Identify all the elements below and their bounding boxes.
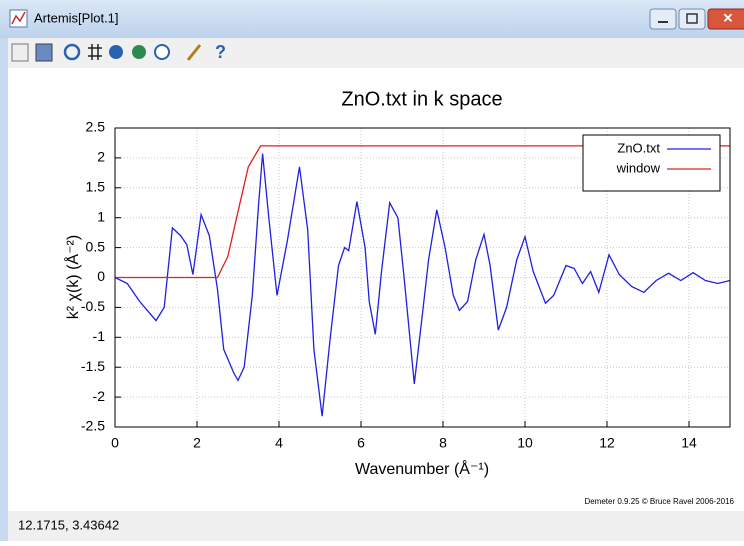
app-icon-line	[11, 11, 26, 25]
title-bar	[0, 0, 744, 38]
y-tick-label: 2.5	[86, 119, 106, 135]
x-tick-label: 6	[357, 435, 365, 451]
y-tick-label: 1.5	[86, 179, 106, 195]
y-tick-label: -1	[93, 328, 106, 344]
window-title: Artemis[Plot.1]	[34, 10, 119, 25]
x-tick-label: 12	[599, 435, 615, 451]
plot-frame	[114, 127, 731, 428]
tool-help[interactable]: ?	[215, 42, 226, 62]
tool-settings[interactable]	[186, 44, 202, 61]
y-tick-label: -2	[93, 388, 106, 404]
x-tick-label: 8	[439, 435, 447, 451]
y-tick-label: 2	[97, 149, 105, 165]
tool-save[interactable]	[35, 43, 53, 62]
tool-zoom-reset[interactable]	[154, 44, 170, 60]
legend-box	[582, 134, 721, 192]
x-tick-label: 4	[275, 435, 283, 451]
status-text: 12.1715, 3.43642	[18, 517, 119, 532]
toolbar	[8, 38, 744, 68]
series-line	[114, 153, 731, 417]
footer: Demeter 0.9.25 © Bruce Ravel 2006-2016	[584, 497, 734, 506]
maximize-icon	[686, 13, 698, 24]
y-axis-label: k² χ(k) (Å⁻²)	[63, 235, 82, 319]
close-button[interactable]	[707, 8, 744, 30]
x-tick-label: 0	[111, 435, 119, 451]
series-line	[115, 145, 730, 279]
status-bar	[8, 511, 744, 541]
y-tick-label: -2.5	[81, 418, 105, 434]
y-tick-label: -1.5	[81, 358, 105, 374]
tool-zoom-out[interactable]	[132, 45, 146, 59]
x-axis-label: Wavenumber (Å⁻¹)	[355, 459, 489, 478]
tool-grid[interactable]	[88, 44, 102, 60]
x-tick-label: 10	[517, 435, 533, 451]
minimize-button[interactable]	[649, 8, 677, 30]
y-tick-label: 0	[97, 268, 105, 284]
y-tick-label: 1	[97, 208, 105, 224]
x-tick-label: 14	[681, 435, 697, 451]
y-tick-label: 0.5	[86, 238, 106, 254]
tool-zoom-in[interactable]	[109, 45, 123, 59]
close-icon: ✕	[723, 10, 734, 25]
maximize-button[interactable]	[678, 8, 706, 30]
y-tick-label: -0.5	[81, 298, 105, 314]
legend-label: ZnO.txt	[617, 140, 660, 155]
toolbar-icons: ?	[11, 42, 226, 62]
x-tick-label: 2	[193, 435, 201, 451]
chart-title: ZnO.txt in k space	[341, 88, 502, 110]
tool-copy[interactable]	[11, 43, 29, 62]
legend-label: window	[616, 160, 661, 175]
tool-refresh[interactable]	[63, 43, 81, 61]
